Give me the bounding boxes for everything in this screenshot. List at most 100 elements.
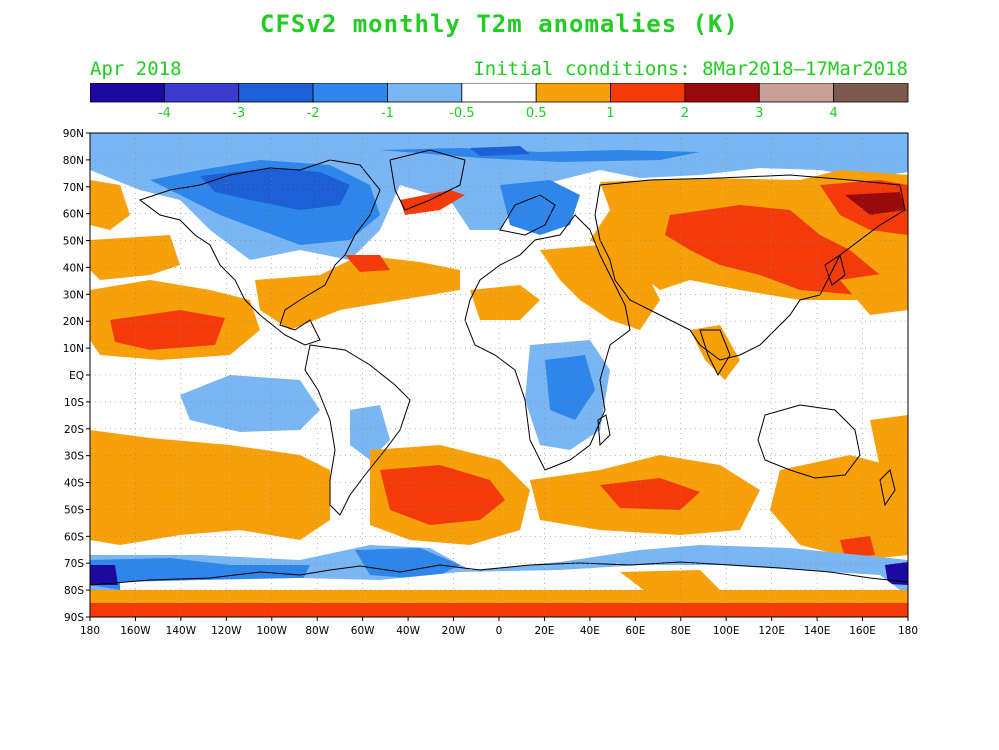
- lat-label: 80S: [64, 585, 84, 597]
- lon-label: 80E: [671, 625, 691, 637]
- colorbar-label: -4: [158, 106, 171, 121]
- lon-label: 40E: [580, 625, 600, 637]
- colorbar-label: 4: [829, 106, 837, 121]
- africa-cool-core: [545, 355, 595, 420]
- colorbar-label: -2: [307, 106, 320, 121]
- asia-warm-core: [665, 205, 880, 295]
- antarctica-coast: [89, 561, 909, 586]
- india-coast: [699, 329, 731, 377]
- latitude-labels: 90N 80N 70N 60N 50N 40N 30N 20N 10N EQ 10S 20S 30S 40…: [63, 128, 85, 624]
- lon-label: 180: [80, 625, 100, 637]
- north-africa-warm: [470, 285, 540, 320]
- s-indian-core: [600, 478, 700, 510]
- lat-label: 40N: [63, 262, 84, 274]
- lat-label: 20S: [64, 424, 84, 436]
- asia-coast: [594, 174, 906, 361]
- australia-coast: [757, 404, 861, 479]
- lat-label: 70N: [63, 182, 84, 194]
- us-east-warm: [345, 255, 390, 272]
- ne-pacific-warm: [90, 235, 180, 280]
- north-pole-core: [470, 146, 530, 156]
- scandinavia-coast: [499, 194, 556, 236]
- map-title: CFSv2 monthly T2m anomalies (K): [260, 10, 739, 38]
- colorbar-label: 0.5: [526, 106, 547, 121]
- initial-conditions: Initial conditions: 8Mar2018–17Mar2018: [473, 58, 908, 80]
- nw-pacific-warm: [90, 180, 130, 230]
- lat-label: 10S: [64, 397, 84, 409]
- greenland-warm: [400, 190, 465, 215]
- west-pacific-warm: [840, 270, 908, 315]
- s-pacific-warm: [870, 415, 908, 470]
- lat-label: 70S: [64, 558, 84, 570]
- colorbar-label: 3: [755, 106, 763, 121]
- lon-label: 180: [898, 625, 918, 637]
- lon-label: 100W: [257, 625, 288, 637]
- lon-label: 0: [496, 625, 503, 637]
- lat-label: 60S: [64, 531, 84, 543]
- lon-label: 120W: [211, 625, 242, 637]
- southern-warm-belt: [90, 430, 330, 545]
- europe-africa-coast: [464, 214, 631, 471]
- ross-sea-core: [90, 565, 118, 585]
- antarctic-interior-warm: [620, 570, 720, 595]
- longitude-labels: 180 160W 140W 120W 100W 80W 60W 40W 20W 0 20E 40E 60…: [80, 625, 918, 637]
- lon-label: 140E: [804, 625, 831, 637]
- new-zealand-coast: [879, 469, 896, 507]
- lat-label: 20N: [63, 316, 84, 328]
- colorbar-label: -3: [232, 106, 245, 121]
- lon-label: 120E: [758, 625, 785, 637]
- colorbar-label: 1: [606, 106, 614, 121]
- south-pole-core: [90, 603, 908, 617]
- colorbar-boxes: [90, 83, 909, 103]
- middle-east-warm: [540, 245, 660, 330]
- tropical-pacific-cool: [180, 375, 320, 432]
- lon-label: 20W: [442, 625, 466, 637]
- ne-siberia-core: [845, 192, 905, 215]
- colorbar-labels: -4 -3 -2 -1 -0.5 0.5 1 2 3 4: [158, 106, 838, 121]
- colorbar: -4 -3 -2 -1 -0.5 0.5 1 2 3 4: [90, 83, 909, 121]
- lat-label: 30N: [63, 289, 84, 301]
- lat-label: 50S: [64, 504, 84, 516]
- madagascar-coast: [597, 414, 611, 447]
- lon-label: 60W: [351, 625, 375, 637]
- lon-label: 20E: [534, 625, 554, 637]
- lon-label: 40W: [396, 625, 420, 637]
- lon-label: 80W: [305, 625, 329, 637]
- lon-label: 100E: [713, 625, 740, 637]
- colorbar-label: 2: [681, 106, 689, 121]
- n-pacific-core: [110, 310, 225, 350]
- greenland-coast: [389, 149, 466, 211]
- lat-label: EQ: [69, 370, 84, 382]
- axis-ticks: [86, 132, 909, 621]
- s-atlantic-core: [380, 465, 505, 525]
- australia-south-warm: [770, 455, 908, 560]
- east-antarctic-core: [885, 562, 908, 585]
- south-america-cool: [350, 405, 390, 460]
- coastlines: [89, 149, 909, 586]
- lat-label: 80N: [63, 155, 84, 167]
- weddell-cold: [355, 548, 460, 580]
- canada-core-cold: [200, 168, 350, 210]
- lon-label: 160W: [120, 625, 151, 637]
- graticule: [90, 133, 908, 617]
- lon-label: 140W: [166, 625, 197, 637]
- japan-coast: [824, 254, 846, 286]
- lat-label: 50N: [63, 236, 84, 248]
- forecast-month: Apr 2018: [90, 58, 182, 80]
- lat-label: 10N: [63, 343, 84, 355]
- south-america-coast: [304, 344, 411, 516]
- lat-label: 40S: [64, 478, 84, 490]
- lat-label: 30S: [64, 451, 84, 463]
- colorbar-label: -1: [381, 106, 394, 121]
- lon-label: 60E: [625, 625, 645, 637]
- lat-label: 60N: [63, 209, 84, 221]
- arctic-ocean-cold: [380, 148, 700, 162]
- tasman-core: [840, 536, 875, 558]
- north-america-coast: [138, 159, 381, 346]
- colorbar-box: [833, 83, 909, 103]
- colorbar-label: -0.5: [449, 106, 474, 121]
- lon-label: 160E: [849, 625, 876, 637]
- lat-label: 90S: [64, 612, 84, 624]
- n-atlantic-warm: [255, 255, 460, 330]
